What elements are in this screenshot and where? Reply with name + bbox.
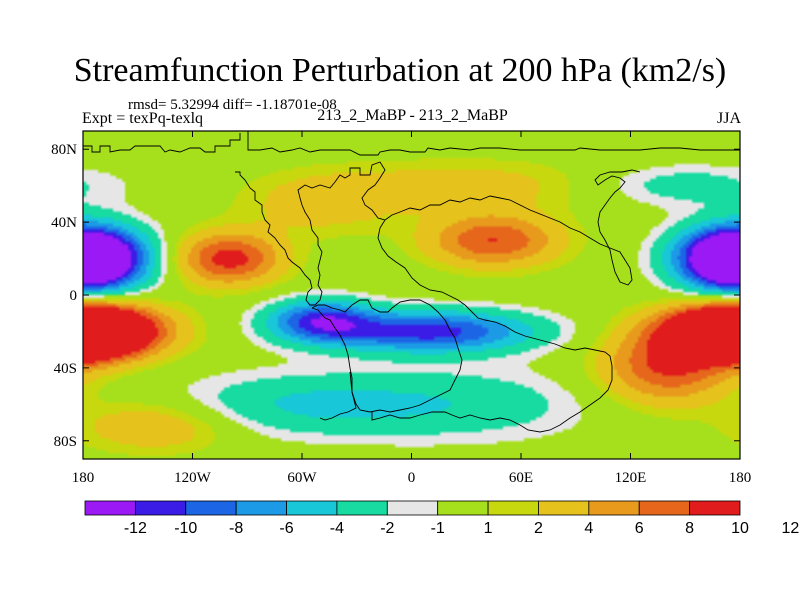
stats-line: rmsd= 5.32994 diff= -1.18701e-08 <box>128 97 337 113</box>
colorbar-swatch <box>286 500 338 516</box>
colorbar-swatch <box>386 500 439 516</box>
experiment-label: Expt = texPq-texlq <box>82 110 204 127</box>
colorbar-swatch <box>84 500 136 516</box>
colorbar-label: -10 <box>174 520 197 537</box>
y-tick-label: 40S <box>54 361 77 377</box>
colorbar-label: 8 <box>685 520 694 537</box>
colorbar-label: 12 <box>781 520 799 537</box>
y-tick-label: 0 <box>70 288 78 304</box>
x-tick-label: 180 <box>729 470 752 486</box>
colorbar-swatch <box>437 500 489 516</box>
x-tick-label: 120W <box>174 470 212 486</box>
coastline-africa <box>371 219 613 433</box>
colorbar-swatch <box>185 500 237 516</box>
colorbar-swatch <box>336 500 388 516</box>
colorbar-label: 10 <box>731 520 749 537</box>
coastline-southern-ocean <box>319 371 357 421</box>
x-tick-label: 60E <box>509 470 533 486</box>
y-axis: 80N 40N 0 40S 80S <box>51 142 740 450</box>
y-tick-label: 80S <box>54 434 77 450</box>
x-tick-label: 0 <box>408 470 416 486</box>
colorbar-label: -1 <box>431 520 445 537</box>
coastline-eurasia <box>384 169 641 286</box>
colorbar-swatch <box>588 500 640 516</box>
colorbar-label: -6 <box>279 520 293 537</box>
colorbar-swatch <box>134 500 187 516</box>
x-tick-label: 60W <box>287 470 317 486</box>
x-axis: 180 120W 60W 0 60E 120E 180 <box>72 131 752 486</box>
colorbar: -12 -10 -8 -6 -4 -2 -1 1 2 4 6 8 10 12 <box>84 500 799 537</box>
coastline-north-america <box>235 161 386 306</box>
contour-field <box>83 131 740 459</box>
colorbar-label: -4 <box>330 520 344 537</box>
colorbar-label: -2 <box>380 520 394 537</box>
case-label: 213_2_MaBP - 213_2_MaBP <box>317 107 508 124</box>
colorbar-swatch <box>487 500 539 516</box>
season-label: JJA <box>716 110 741 127</box>
coastline-arctic-north <box>83 133 241 153</box>
colorbar-label: -8 <box>229 520 243 537</box>
colorbar-swatch <box>638 500 691 516</box>
colorbar-label: -12 <box>124 520 147 537</box>
y-tick-label: 40N <box>51 215 77 231</box>
x-tick-label: 180 <box>72 470 95 486</box>
colorbar-swatch <box>235 500 287 516</box>
colorbar-label: 4 <box>584 520 593 537</box>
chart-title: Streamfunction Perturbation at 200 hPa (… <box>73 52 727 89</box>
coastline-greenland <box>247 131 740 156</box>
colorbar-swatch <box>689 500 741 516</box>
coastlines <box>83 131 740 433</box>
colorbar-label: 2 <box>534 520 543 537</box>
colorbar-swatch <box>538 500 590 516</box>
y-tick-label: 80N <box>51 142 77 158</box>
colorbar-label: 6 <box>635 520 644 537</box>
coastline-south-america <box>311 299 463 413</box>
colorbar-label: 1 <box>484 520 493 537</box>
x-tick-label: 120E <box>615 470 647 486</box>
